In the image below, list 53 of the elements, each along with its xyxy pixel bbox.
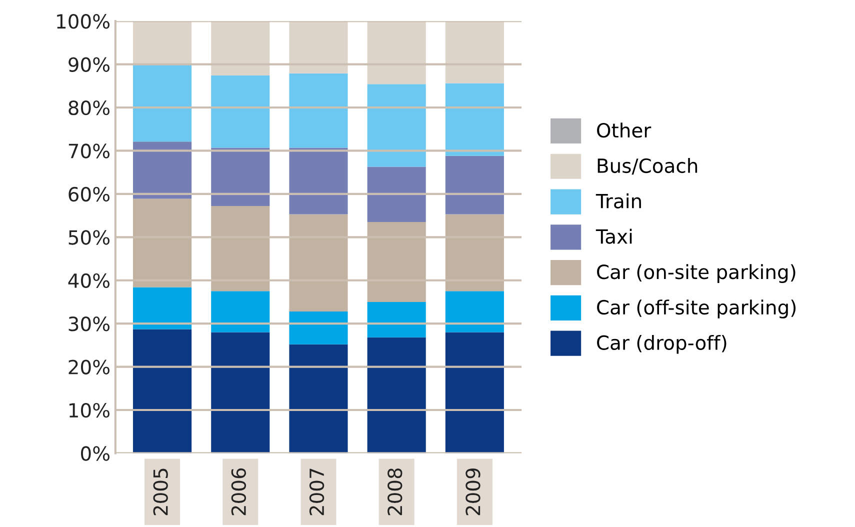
legend-label: Taxi (596, 228, 632, 244)
bar (133, 142, 192, 199)
y-tick-label: 10% (69, 402, 110, 418)
legend-label: Car (on-site parking) (597, 264, 796, 283)
bar (367, 302, 426, 338)
y-tick-label: 60% (68, 186, 110, 202)
bar (211, 291, 270, 332)
x-tick-label: 2006 (231, 468, 246, 516)
bar (133, 21, 192, 65)
bar (133, 64, 192, 142)
y-tick-label: 0% (81, 446, 110, 461)
bar (289, 311, 348, 344)
bar (133, 198, 192, 288)
legend-label: Bus/Coach (598, 158, 698, 175)
bar (211, 332, 270, 454)
bar (445, 156, 504, 214)
legend-label: Car (drop-off) (597, 334, 726, 354)
bar (211, 148, 270, 206)
bar (289, 214, 348, 312)
legend-label: Train (596, 193, 641, 208)
bar (367, 222, 426, 302)
bar (133, 287, 192, 330)
bar (211, 76, 270, 148)
bar (289, 344, 348, 454)
bar (289, 148, 348, 214)
bar (367, 337, 426, 454)
legend-label: Other (597, 122, 652, 138)
y-tick-label: 20% (68, 360, 110, 374)
y-tick-label: 50% (68, 230, 110, 245)
bar (289, 73, 348, 148)
y-tick-label: 40% (68, 273, 110, 288)
x-tick-label: 2009 (466, 468, 480, 516)
bar (445, 21, 504, 84)
legend-label: Car (off-site parking) (597, 300, 796, 318)
y-tick-label: 30% (68, 316, 110, 332)
y-tick-label: 70% (68, 144, 110, 158)
y-tick-label: 100% (57, 14, 110, 29)
bar (445, 291, 504, 332)
bar (289, 21, 348, 74)
bar (211, 206, 270, 292)
bar (211, 21, 270, 76)
x-tick-label: 2008 (388, 468, 402, 516)
bar (367, 21, 426, 84)
bar (133, 329, 192, 454)
bar (445, 332, 504, 454)
bar (367, 84, 426, 167)
bar (445, 83, 504, 156)
bar (367, 166, 426, 222)
bar (445, 214, 504, 292)
y-tick-label: 90% (68, 57, 110, 72)
y-tick-label: 80% (68, 100, 110, 116)
x-tick-label: 2005 (153, 468, 168, 516)
x-tick-label: 2007 (309, 468, 324, 516)
